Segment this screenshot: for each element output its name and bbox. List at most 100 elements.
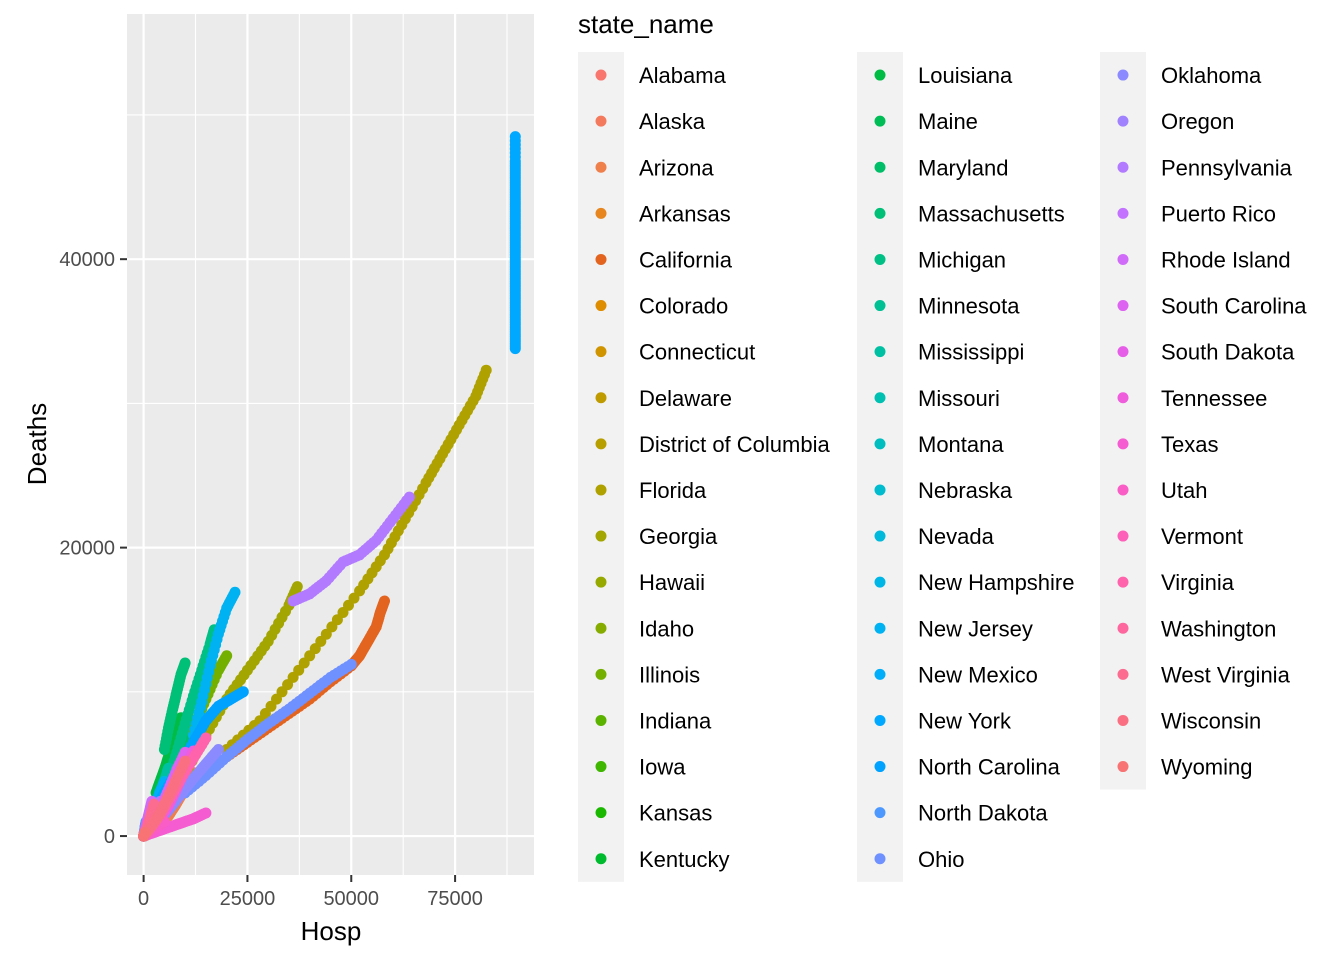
legend-key [874, 714, 886, 726]
x-axis: 0 25000 50000 75000 [138, 875, 483, 910]
legend-label: Washington [1161, 616, 1276, 641]
data-point [179, 755, 191, 767]
data-point [291, 581, 303, 593]
legend-key [1117, 622, 1129, 634]
x-tick-label: 50000 [323, 888, 379, 910]
legend-item: Louisiana [874, 63, 1013, 88]
legend-label: Tennessee [1161, 386, 1267, 411]
legend-item: Virginia [1117, 570, 1235, 595]
x-tick-label: 75000 [427, 888, 483, 910]
legend-label: Florida [639, 478, 707, 503]
legend-item: Tennessee [1117, 386, 1267, 411]
y-tick-label: 0 [104, 826, 115, 848]
series-points [287, 491, 415, 607]
data-point [200, 807, 212, 819]
data-point [221, 650, 233, 662]
legend-key [595, 438, 607, 450]
legend-label: Maine [918, 109, 978, 134]
y-axis-title: Deaths [22, 403, 52, 485]
data-point [379, 595, 390, 607]
legend-label: New Mexico [918, 662, 1038, 687]
legend-key [595, 69, 607, 81]
legend-item: Utah [1117, 478, 1207, 503]
legend-key [595, 576, 607, 588]
legend-key [1117, 761, 1129, 773]
legend-label: Oklahoma [1161, 63, 1262, 88]
legend-label: New Jersey [918, 616, 1033, 641]
series-points [509, 131, 521, 355]
legend-item: Colorado [595, 294, 728, 319]
legend-key [1117, 300, 1129, 312]
legend-item: South Carolina [1117, 294, 1307, 319]
legend-label: North Carolina [918, 755, 1061, 780]
legend-key [595, 530, 607, 542]
legend-item: Alaska [595, 109, 706, 134]
data-point [509, 131, 521, 143]
legend-item: Maryland [874, 155, 1008, 180]
legend-item: Mississippi [874, 340, 1024, 365]
legend-item: Puerto Rico [1117, 201, 1276, 226]
legend-key [595, 484, 607, 496]
legend-key [874, 853, 886, 865]
legend-item: Texas [1117, 432, 1218, 457]
legend-item: Pennsylvania [1117, 155, 1293, 180]
minor-grid [127, 14, 534, 875]
legend-item: Rhode Island [1117, 247, 1291, 272]
legend-label: Alabama [639, 63, 727, 88]
legend-label: Maryland [918, 155, 1008, 180]
legend-item: Illinois [595, 662, 700, 687]
legend-label: Kentucky [639, 847, 730, 872]
legend-key [874, 115, 886, 127]
legend-label: Vermont [1161, 524, 1243, 549]
legend-item: Indiana [595, 708, 712, 733]
legend-label: Pennsylvania [1161, 155, 1293, 180]
legend-key [1117, 392, 1129, 404]
legend-key [1117, 576, 1129, 588]
legend-label: Michigan [918, 247, 1006, 272]
legend-item: Missouri [874, 386, 1000, 411]
legend-label: District of Columbia [639, 432, 830, 457]
legend-item: Wyoming [1117, 755, 1253, 780]
legend-label: Louisiana [918, 63, 1013, 88]
legend-title: state_name [578, 9, 714, 39]
legend-key [874, 69, 886, 81]
legend-label: Ohio [918, 847, 964, 872]
legend-item: Oklahoma [1117, 63, 1262, 88]
legend-key [595, 392, 607, 404]
legend-item: Florida [595, 478, 707, 503]
legend-item: Connecticut [595, 340, 755, 365]
legend-item: North Carolina [874, 755, 1061, 780]
legend-key [874, 392, 886, 404]
legend-key [1117, 115, 1129, 127]
legend-item: Wisconsin [1117, 708, 1261, 733]
x-axis-title: Hosp [301, 916, 362, 946]
legend: state_name Alabama Alaska Arizona Arkansas C… [578, 9, 1307, 882]
legend-label: Indiana [639, 708, 712, 733]
data-point [345, 658, 357, 670]
legend-label: Virginia [1161, 570, 1235, 595]
legend-key [595, 346, 607, 358]
legend-label: Massachusetts [918, 201, 1065, 226]
data-point [139, 827, 151, 838]
legend-key [1117, 484, 1129, 496]
legend-label: Georgia [639, 524, 718, 549]
legend-label: Rhode Island [1161, 247, 1291, 272]
legend-key [874, 438, 886, 450]
legend-key [1117, 668, 1129, 680]
legend-item: Georgia [595, 524, 718, 549]
series-points [179, 658, 357, 799]
legend-key-background [857, 52, 903, 882]
legend-item: Delaware [595, 386, 732, 411]
data-point [403, 491, 415, 503]
legend-key [1117, 530, 1129, 542]
data-point [237, 686, 249, 698]
legend-label: Arizona [639, 155, 714, 180]
x-tick-label: 0 [138, 888, 149, 910]
legend-item: Hawaii [595, 570, 705, 595]
legend-item: South Dakota [1117, 340, 1295, 365]
legend-label: Minnesota [918, 294, 1020, 319]
legend-key [874, 622, 886, 634]
legend-label: Missouri [918, 386, 1000, 411]
legend-key [874, 807, 886, 819]
